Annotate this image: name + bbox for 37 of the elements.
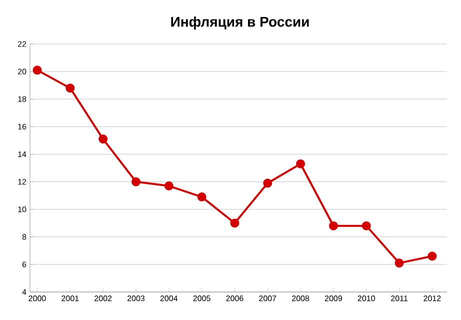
point (362, 221, 371, 230)
y-tick-label: 10 (18, 206, 26, 212)
point (296, 159, 306, 168)
x-tick-label: 2011 (391, 296, 408, 302)
x-tick-label: 2007 (259, 296, 276, 302)
x-tick-label: 2002 (94, 296, 112, 302)
point (98, 134, 108, 144)
y-tick-label: 8 (22, 234, 26, 240)
y-tick-label: 16 (18, 124, 26, 130)
x-tick-label: 2005 (193, 296, 210, 302)
y-tick-label: 6 (22, 262, 26, 268)
x-tick-label: 2008 (292, 296, 310, 302)
x-tick-label: 2009 (324, 296, 342, 302)
x-tick-label: 2010 (358, 296, 375, 302)
x-tick-label: 2012 (424, 296, 441, 302)
point (164, 181, 174, 190)
x-tick-label: 2001 (62, 296, 79, 302)
y-tick-label: 4 (22, 289, 26, 295)
point (328, 221, 338, 230)
y-tick-label: 20 (18, 68, 26, 74)
chart-title: Инфляция в России (171, 16, 309, 30)
point (131, 177, 140, 186)
y-tick-label: 12 (18, 178, 26, 185)
point (197, 192, 206, 202)
point (32, 66, 42, 75)
point (66, 84, 75, 93)
point (394, 258, 404, 268)
y-tick-label: 22 (18, 41, 26, 47)
x-tick-label: 2004 (160, 296, 178, 302)
point (428, 252, 437, 261)
x-tick-label: 2006 (226, 296, 244, 302)
y-tick-label: 14 (18, 151, 26, 157)
x-tick-label: 2000 (28, 296, 46, 302)
y-tick-label: 18 (18, 96, 26, 102)
point (230, 218, 240, 228)
point (263, 178, 272, 188)
x-tick-label: 2003 (127, 296, 145, 302)
